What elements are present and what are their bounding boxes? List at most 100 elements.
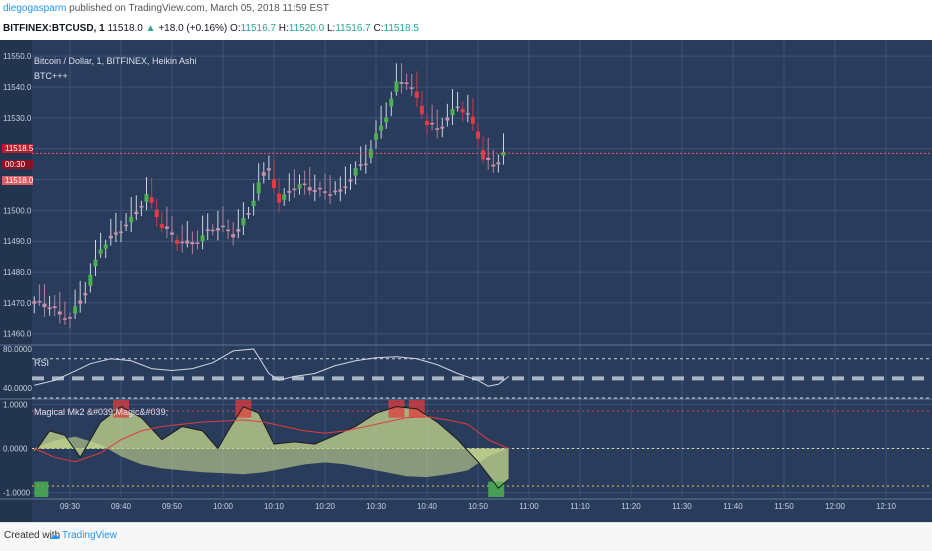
candle-body (185, 240, 190, 244)
y-tick-label: 11540.0 (3, 83, 32, 92)
chart-area[interactable]: 11550.011540.011530.011520.011510.011500… (0, 40, 932, 522)
tradingview-logo-icon: ☁ (49, 530, 60, 542)
candle-body (124, 224, 129, 227)
magic-trend-line (34, 416, 509, 463)
y-tick-label: 11500.0 (3, 206, 32, 215)
current-price-tag: 11518.5 (2, 144, 33, 153)
candle-body (93, 259, 98, 267)
previous-price-tag: 11518.0 (2, 176, 33, 185)
magic-area-fill (34, 406, 509, 489)
candle-body (57, 311, 62, 315)
x-tick-label: 10:30 (366, 502, 387, 511)
low-value: 11516.7 (335, 23, 371, 34)
y-tick-label: 11550.0 (3, 52, 32, 61)
tradingview-brand-link[interactable]: TradingView (62, 530, 118, 541)
main-pane-title: Bitcoin / Dollar, 1, BITFINEX, Heikin As… (34, 56, 197, 66)
x-tick-label: 11:40 (723, 502, 743, 511)
candle-body (119, 231, 123, 234)
magic-oversold-zone (488, 481, 505, 497)
y-tick-label: 11530.0 (3, 114, 32, 123)
candle-body (465, 113, 470, 115)
candle-body (32, 301, 37, 304)
magic-area-lower (34, 436, 509, 478)
candle-body (501, 151, 506, 156)
candle-body (103, 244, 108, 249)
candle-body (113, 232, 118, 235)
candle-body (108, 235, 113, 239)
candle-body (282, 194, 287, 200)
x-tick-label: 10:50 (468, 502, 489, 511)
candle-body (338, 189, 343, 192)
magic-pane-title: Magical Mk2 &#039;Magic&#039; (34, 407, 169, 417)
candle-body (450, 109, 455, 116)
publication-header: diegogasparm published on TradingView.co… (0, 0, 932, 40)
symbol-label: BITFINEX:BTCUSD, 1 (3, 23, 105, 34)
candle-body (419, 105, 424, 115)
candle-body (47, 307, 52, 310)
candle-body (170, 232, 174, 235)
candle-body (190, 241, 195, 245)
candle-body (394, 81, 399, 92)
publisher-link[interactable]: diegogasparm (3, 3, 67, 14)
high-value: 11520.0 (288, 23, 325, 34)
candle-body (292, 188, 297, 191)
candle-body (455, 106, 460, 109)
chart-canvas[interactable]: 11550.011540.011530.011520.011510.011500… (0, 40, 932, 522)
x-tick-label: 12:00 (825, 502, 846, 511)
candle-body (312, 190, 317, 192)
candle-body (37, 300, 42, 303)
candle-body (445, 117, 450, 121)
x-tick-label: 11:00 (519, 502, 539, 511)
magic-overbought-zone (113, 400, 129, 418)
candle-body (435, 128, 440, 130)
countdown-tag: 00:30 (2, 160, 33, 169)
open-value: 11516.7 (240, 23, 277, 34)
candle-body (409, 87, 414, 89)
candle-body (287, 190, 292, 193)
candle-body (440, 126, 445, 129)
candle-body (241, 218, 246, 226)
candle-body (88, 274, 93, 286)
candle-body (200, 235, 205, 242)
x-tick-label: 09:40 (111, 502, 132, 511)
candle-body (266, 168, 271, 171)
candle-body (368, 149, 373, 158)
candle-body (358, 164, 363, 166)
candle-body (251, 200, 256, 207)
candle-body (159, 224, 164, 228)
candle-body (195, 242, 200, 245)
candle-body (272, 179, 276, 189)
candle-body (73, 306, 78, 314)
candle-body (154, 209, 159, 218)
last-price: 11518.0 (107, 23, 143, 34)
candle-body (205, 229, 210, 232)
candle-body (62, 318, 67, 320)
candle-body (98, 249, 103, 254)
candle-body (68, 317, 72, 319)
x-tick-label: 10:00 (213, 502, 234, 511)
x-tick-label: 11:50 (774, 502, 794, 511)
candle-body (481, 150, 486, 160)
created-with-text: Created with (4, 530, 61, 541)
candle-body (307, 187, 312, 191)
candle-body (399, 82, 404, 84)
up-arrow-icon: ▲ (145, 23, 156, 34)
candle-body (231, 234, 236, 238)
candle-body (277, 193, 282, 203)
candle-body (226, 229, 231, 232)
open-label: O: (230, 23, 241, 34)
magic-y-tick-label: 0.0000 (3, 445, 28, 454)
magic-overbought-zone (388, 400, 405, 418)
candle-body (414, 91, 419, 98)
x-tick-label: 11:10 (570, 502, 590, 511)
rsi-line (34, 348, 509, 387)
candle-body (317, 187, 322, 190)
candle-body (343, 186, 348, 188)
magic-y-tick-label: 1.0000 (3, 400, 28, 409)
candle-body (144, 193, 149, 202)
candle-body (460, 108, 465, 113)
candle-body (486, 157, 491, 161)
rsi-y-tick-label: 80.0000 (3, 345, 32, 354)
candle-body (52, 306, 57, 309)
publication-line: diegogasparm published on TradingView.co… (3, 3, 329, 14)
